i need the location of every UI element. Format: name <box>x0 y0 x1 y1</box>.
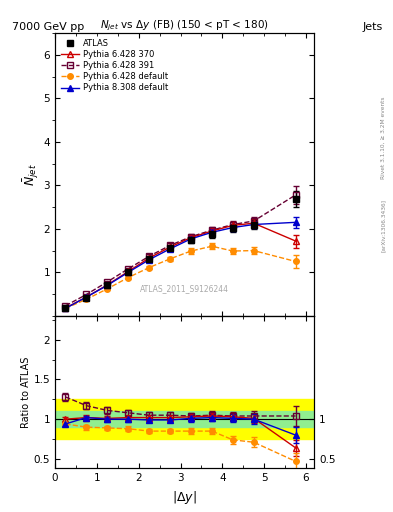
Bar <box>55 399 314 439</box>
Y-axis label: $\bar{N}_{jet}$: $\bar{N}_{jet}$ <box>21 163 41 186</box>
Text: Jets: Jets <box>363 22 383 32</box>
Text: ATLAS_2011_S9126244: ATLAS_2011_S9126244 <box>140 284 229 293</box>
Bar <box>55 411 314 427</box>
Title: $N_{jet}$ vs $\Delta y$ (FB) (150 < pT < 180): $N_{jet}$ vs $\Delta y$ (FB) (150 < pT <… <box>100 19 269 33</box>
Legend: ATLAS, Pythia 6.428 370, Pythia 6.428 391, Pythia 6.428 default, Pythia 8.308 de: ATLAS, Pythia 6.428 370, Pythia 6.428 39… <box>59 37 169 94</box>
Y-axis label: Ratio to ATLAS: Ratio to ATLAS <box>21 356 31 428</box>
Text: 7000 GeV pp: 7000 GeV pp <box>12 22 84 32</box>
Text: Rivet 3.1.10, ≥ 3.2M events: Rivet 3.1.10, ≥ 3.2M events <box>381 97 386 180</box>
X-axis label: $|\Delta y|$: $|\Delta y|$ <box>172 489 197 506</box>
Text: [arXiv:1306.3436]: [arXiv:1306.3436] <box>381 199 386 252</box>
